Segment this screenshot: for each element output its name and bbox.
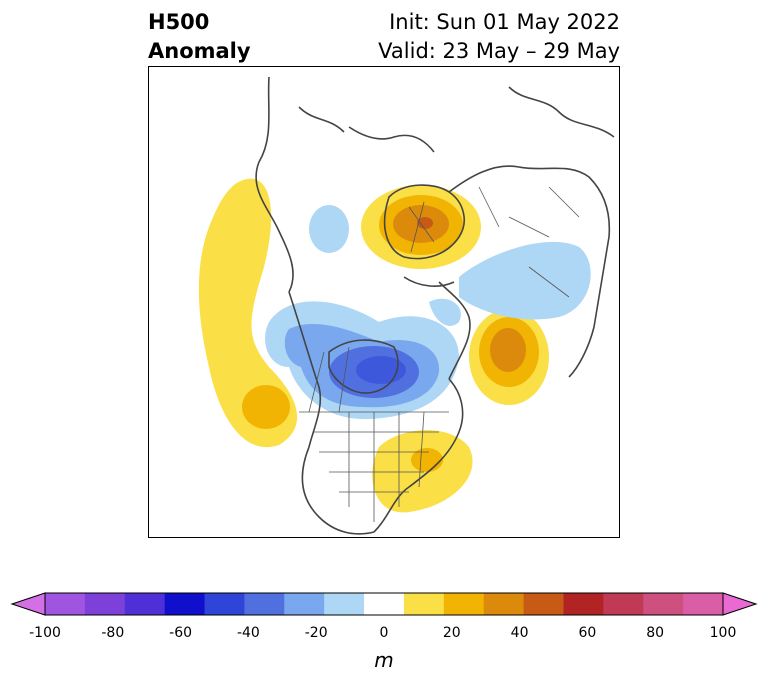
- colorbar-tick-label: -60: [169, 625, 193, 641]
- coastlines: [255, 76, 615, 535]
- colorbar-tick-label: -80: [101, 625, 125, 641]
- colorbar-tick-label: 80: [646, 625, 665, 641]
- title-right: Init: Sun 01 May 2022 Valid: 23 May – 29…: [378, 8, 620, 66]
- colorbar-cell: [45, 593, 86, 615]
- colorbar-cell: [563, 593, 604, 615]
- colorbar-cell: [443, 593, 485, 615]
- anomaly-arctic-negative: [309, 205, 349, 253]
- colorbar-cell: [84, 593, 126, 615]
- colorbar-cell: [403, 593, 445, 615]
- valid-range: Valid: 23 May – 29 May: [378, 39, 620, 63]
- map-panel: [148, 66, 620, 538]
- anomaly-atlantic-core: [490, 328, 526, 372]
- anomaly-europe-peak: [417, 217, 433, 229]
- colorbar-tick-label: -100: [29, 625, 61, 641]
- colorbar-cell: [204, 593, 245, 615]
- colorbar-cell: [523, 593, 564, 615]
- colorbar-unit: m: [374, 648, 394, 672]
- colorbar-cell: [683, 593, 724, 615]
- anomaly-pacific-core: [242, 385, 290, 429]
- colorbar-outline: [44, 592, 724, 616]
- colorbar-tick-label: 100: [709, 625, 737, 641]
- title-type: Anomaly: [148, 39, 251, 63]
- colorbar-extend-max: [722, 592, 758, 616]
- colorbar-cell: [164, 593, 206, 615]
- colorbar-cell: [483, 593, 525, 615]
- colorbar-tick-label: 40: [510, 625, 529, 641]
- colorbar-tick-label: 60: [578, 625, 597, 641]
- anomaly-map: [198, 76, 615, 535]
- colorbar-cell: [324, 593, 365, 615]
- anomaly-siberia-negative: [459, 241, 591, 320]
- title-left: H500 Anomaly: [148, 8, 251, 66]
- init-date: Init: Sun 01 May 2022: [389, 10, 620, 34]
- colorbar-cell: [244, 593, 285, 615]
- colorbar-cell: [284, 593, 325, 615]
- anomaly-pacific-positive: [198, 178, 298, 448]
- colorbar-tick-label: -40: [236, 625, 260, 641]
- colorbar-tick-label: 20: [442, 625, 461, 641]
- colorbar-extend-min: [10, 592, 46, 616]
- country-borders: [299, 186, 580, 522]
- colorbar: [10, 592, 758, 616]
- colorbar-tick-label: -20: [304, 625, 328, 641]
- colorbar-cell: [364, 593, 405, 615]
- title-variable: H500: [148, 10, 210, 34]
- colorbar-cell: [643, 593, 684, 615]
- colorbar-tick-label: 0: [379, 625, 389, 641]
- colorbar-cell: [124, 593, 166, 615]
- anomaly-siberia-tongue: [429, 298, 461, 326]
- colorbar-cell: [603, 593, 644, 615]
